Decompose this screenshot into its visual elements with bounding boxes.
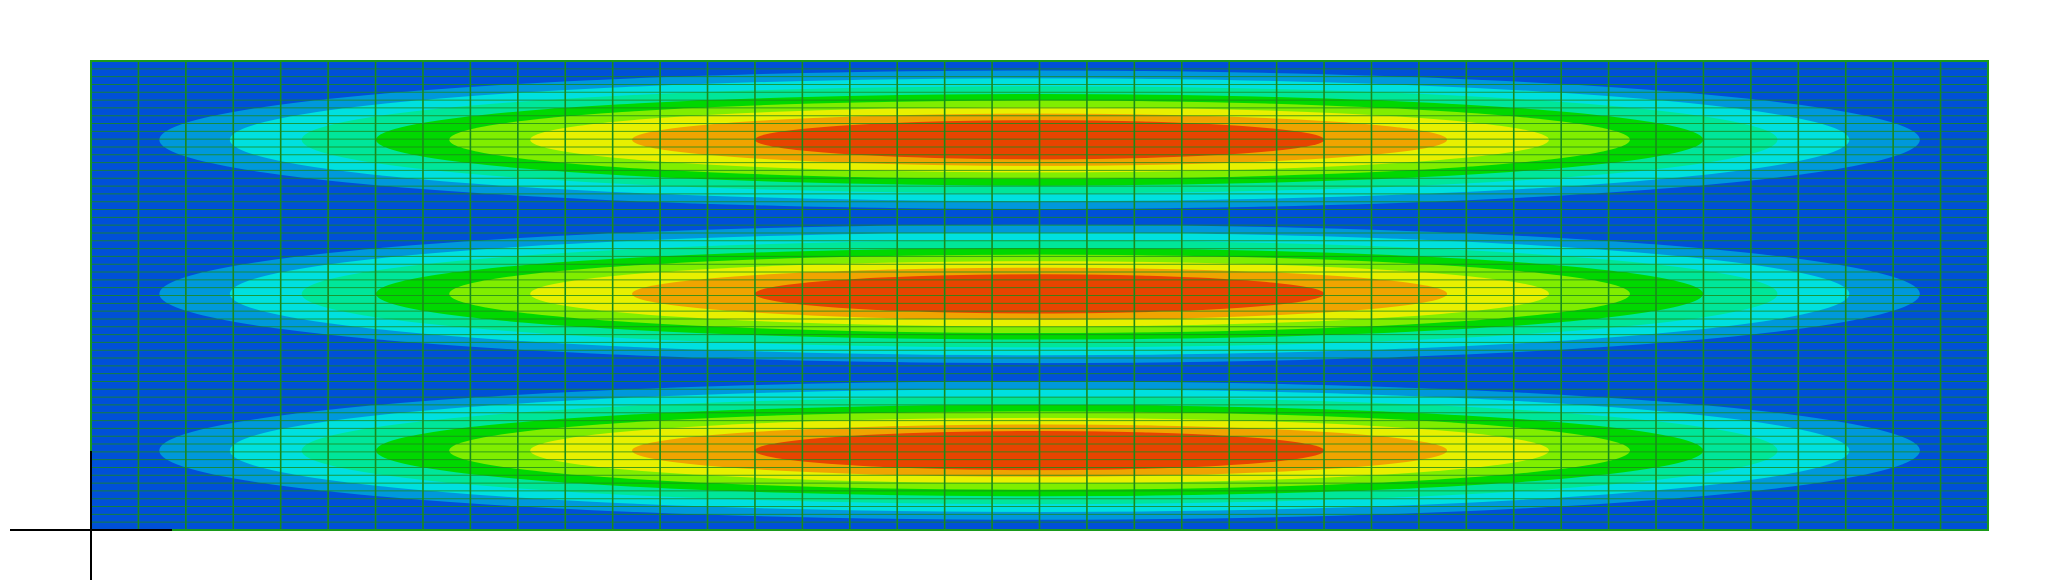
plot-border bbox=[90, 60, 1989, 531]
mesh-grid bbox=[91, 61, 1988, 530]
